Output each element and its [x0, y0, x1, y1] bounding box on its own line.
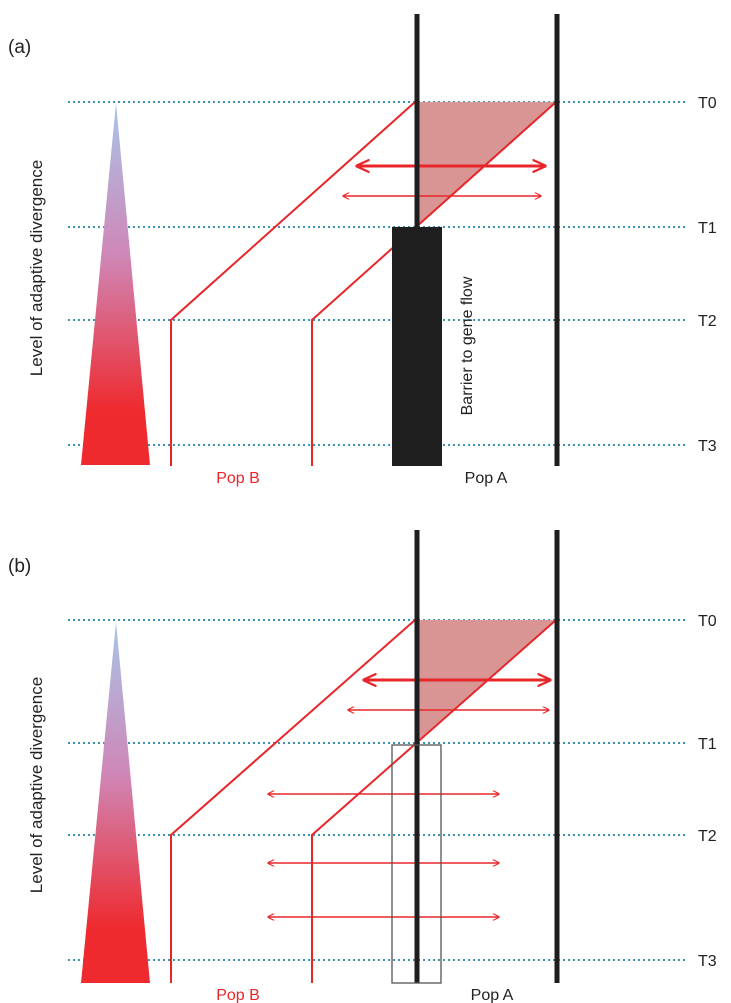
time-lines-a: [68, 101, 688, 446]
panel-b-label: (b): [8, 556, 31, 577]
pop-a-label-a: Pop A: [465, 470, 508, 487]
time-label-t3: T3: [698, 953, 717, 970]
barrier-outline-b: [391, 744, 442, 984]
time-label-t2: T2: [698, 313, 717, 330]
time-label-t3: T3: [698, 438, 717, 455]
pop-a-label-b: Pop A: [471, 987, 514, 1003]
barrier-block-a: [392, 227, 442, 466]
lineage-outer-a: [170, 101, 416, 466]
time-lines-b: [68, 619, 688, 961]
pop-b-lineages-b: [170, 619, 557, 983]
lineage-inner-a: [311, 101, 557, 466]
time-label-t0: T0: [698, 95, 717, 112]
time-label-t1: T1: [698, 220, 717, 237]
barrier-label-a: Barrier to gene flow: [459, 276, 476, 415]
pop-b-label-b: Pop B: [216, 987, 260, 1003]
pop-b-label-a: Pop B: [216, 470, 260, 487]
panel-b: (b) T0 T1 T2 T3 Level of adaptive diverg…: [8, 530, 717, 1003]
time-label-t1: T1: [698, 736, 717, 753]
divergence-gradient-triangle-a: [81, 103, 150, 465]
divergence-gradient-triangle-b: [81, 622, 150, 983]
y-axis-label-a: Level of adaptive divergence: [27, 160, 46, 376]
y-axis-label-b: Level of adaptive divergence: [27, 677, 46, 893]
panel-a-label: (a): [8, 37, 31, 58]
time-label-t2: T2: [698, 828, 717, 845]
lineage-inner-b: [311, 619, 557, 983]
pop-b-lineages-a: [170, 101, 557, 466]
lineage-outer-b: [170, 619, 416, 983]
panel-a: (a) T0 T1 T2 T3 Level of adaptive diverg…: [8, 14, 717, 487]
time-label-t0: T0: [698, 613, 717, 630]
